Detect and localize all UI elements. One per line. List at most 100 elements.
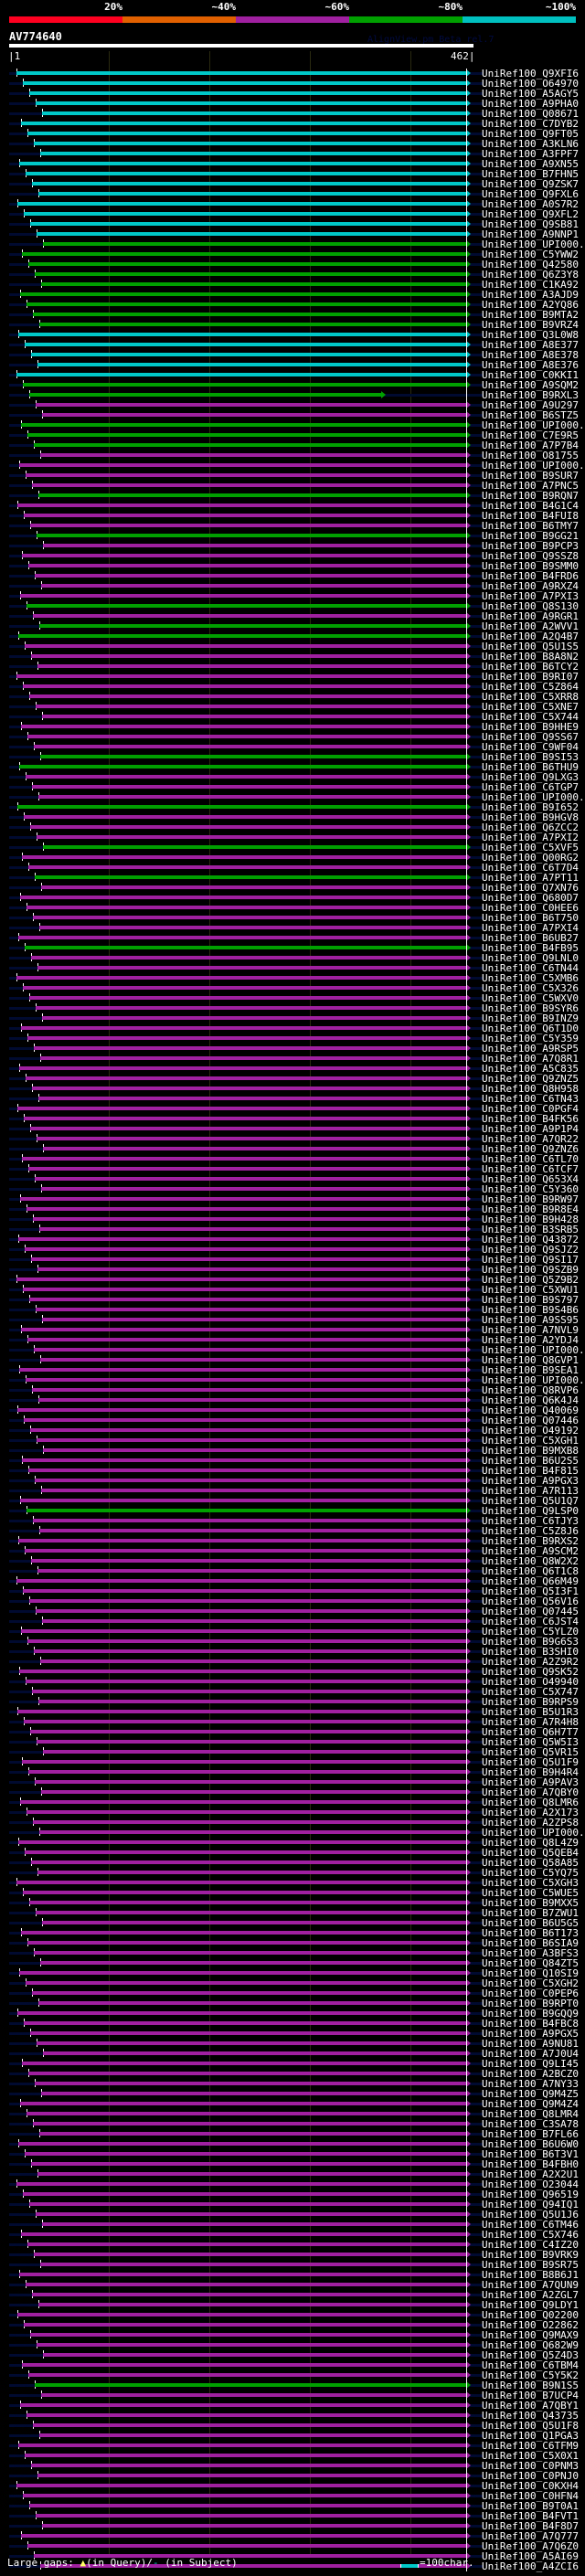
hit-row[interactable]: UniRef100_A7PNC5 xyxy=(0,480,585,492)
alignment-bar[interactable] xyxy=(28,262,466,266)
alignment-bar[interactable] xyxy=(40,1056,466,1060)
hit-label[interactable]: UniRef100_O22862 xyxy=(482,2319,579,2331)
alignment-bar[interactable] xyxy=(23,81,466,85)
hit-row[interactable]: UniRef100_C5Y359 xyxy=(0,1033,585,1044)
hit-label[interactable]: UniRef100_Q5I3F1 xyxy=(482,1585,579,1597)
alignment-bar[interactable] xyxy=(16,1579,466,1583)
hit-label[interactable]: UniRef100_B4FRD6 xyxy=(482,570,579,582)
hit-row[interactable]: UniRef100_B6U6W0 xyxy=(0,2138,585,2150)
hit-label[interactable]: UniRef100_B4FK56 xyxy=(482,1113,579,1125)
hit-label[interactable]: UniRef100_A8E378 xyxy=(482,349,579,361)
alignment-bar[interactable] xyxy=(24,2021,466,2025)
hit-row[interactable]: UniRef100_A4ZCI6 xyxy=(0,2560,585,2572)
alignment-bar[interactable] xyxy=(16,1881,466,1884)
alignment-bar[interactable] xyxy=(27,1810,466,1814)
alignment-bar[interactable] xyxy=(43,1448,466,1452)
hit-label[interactable]: UniRef100_B6TMY7 xyxy=(482,520,579,532)
hit-label[interactable]: UniRef100_C6TGP7 xyxy=(482,781,579,793)
hit-label[interactable]: UniRef100_B9RXS2 xyxy=(482,1535,579,1547)
hit-label[interactable]: UniRef100_C0PNM3 xyxy=(482,2460,579,2472)
alignment-bar[interactable] xyxy=(29,393,381,397)
alignment-bar[interactable] xyxy=(23,1288,466,1291)
hit-row[interactable]: UniRef100_Q9LXG3 xyxy=(0,771,585,783)
hit-label[interactable]: UniRef100_B3SRB5 xyxy=(482,1224,579,1235)
alignment-bar[interactable] xyxy=(39,926,466,929)
hit-label[interactable]: UniRef100_B9RPS9 xyxy=(482,1696,579,1708)
hit-label[interactable]: UniRef100_Q8W2X2 xyxy=(482,1555,579,1567)
alignment-bar[interactable] xyxy=(28,2373,466,2377)
hit-label[interactable]: UniRef100_C3SA78 xyxy=(482,2118,579,2130)
alignment-bar[interactable] xyxy=(32,1087,466,1090)
hit-row[interactable]: UniRef100_C5XGH2 xyxy=(0,1977,585,1989)
hit-row[interactable]: UniRef100_B9RXL3 xyxy=(0,389,585,401)
alignment-bar[interactable] xyxy=(37,1569,466,1573)
alignment-bar[interactable] xyxy=(20,1800,466,1804)
alignment-bar[interactable] xyxy=(43,242,466,246)
hit-row[interactable]: UniRef100_A9SS95 xyxy=(0,1314,585,1326)
hit-row[interactable]: UniRef100_B9I652 xyxy=(0,801,585,813)
alignment-bar[interactable] xyxy=(25,946,466,949)
alignment-bar[interactable] xyxy=(19,162,466,165)
hit-label[interactable]: UniRef100_B6THU9 xyxy=(482,761,579,773)
alignment-bar[interactable] xyxy=(16,71,466,75)
hit-row[interactable]: UniRef100_A7Q6Z0 xyxy=(0,2540,585,2552)
hit-label[interactable]: UniRef100_Q682W9 xyxy=(482,2339,579,2351)
alignment-bar[interactable] xyxy=(17,805,466,809)
alignment-bar[interactable] xyxy=(29,2504,466,2507)
hit-row[interactable]: UniRef100_B4FUI8 xyxy=(0,510,585,522)
hit-label[interactable]: UniRef100_Q00RG2 xyxy=(482,852,579,864)
hit-row[interactable]: UniRef100_Q9SJZ2 xyxy=(0,1244,585,1256)
hit-row[interactable]: UniRef100_B9INZ9 xyxy=(0,1012,585,1024)
alignment-bar[interactable] xyxy=(20,2102,466,2105)
hit-row[interactable]: UniRef100_Q5U1Q7 xyxy=(0,1495,585,1507)
alignment-bar[interactable] xyxy=(20,896,466,899)
alignment-bar[interactable] xyxy=(37,534,466,537)
alignment-bar[interactable] xyxy=(37,2172,466,2176)
alignment-bar[interactable] xyxy=(37,1740,466,1744)
hit-label[interactable]: UniRef100_Q56V16 xyxy=(482,1595,579,1607)
hit-row[interactable]: UniRef100_Q96519 xyxy=(0,2189,585,2200)
alignment-bar[interactable] xyxy=(38,1097,466,1100)
hit-label[interactable]: UniRef100_B9SEA1 xyxy=(482,1364,579,1376)
hit-row[interactable]: UniRef100_Q08671 xyxy=(0,108,585,120)
alignment-bar[interactable] xyxy=(36,1609,466,1613)
alignment-bar[interactable] xyxy=(29,1599,466,1603)
alignment-bar[interactable] xyxy=(36,2514,466,2518)
hit-label[interactable]: UniRef100_Q5VR15 xyxy=(482,1746,579,1758)
hit-row[interactable]: UniRef100_B7UCP4 xyxy=(0,2390,585,2401)
alignment-bar[interactable] xyxy=(20,1197,466,1201)
alignment-bar[interactable] xyxy=(25,1850,466,1854)
hit-label[interactable]: UniRef100_Q653X4 xyxy=(482,1173,579,1185)
hit-label[interactable]: UniRef100_Q5U1F9 xyxy=(482,1756,579,1768)
hit-row[interactable]: UniRef100_Q5QEB4 xyxy=(0,1847,585,1859)
hit-row[interactable]: UniRef100_B7FL66 xyxy=(0,2128,585,2140)
hit-row[interactable]: UniRef100_Q94IQ1 xyxy=(0,2199,585,2210)
alignment-bar[interactable] xyxy=(29,996,466,1000)
hit-label[interactable]: UniRef100_A2BCZ0 xyxy=(482,2068,579,2080)
hit-row[interactable]: UniRef100_B9SEA1 xyxy=(0,1364,585,1376)
hit-label[interactable]: UniRef100_B9MXB8 xyxy=(482,1445,579,1457)
alignment-bar[interactable] xyxy=(16,2484,466,2487)
alignment-bar[interactable] xyxy=(41,2092,466,2095)
hit-row[interactable]: UniRef100_Q5Z9B2 xyxy=(0,1274,585,1286)
alignment-bar[interactable] xyxy=(43,2051,466,2055)
hit-label[interactable]: UniRef100_Q3L0W8 xyxy=(482,329,579,341)
hit-row[interactable]: UniRef100_A7PXI3 xyxy=(0,590,585,602)
alignment-bar[interactable] xyxy=(17,1107,466,1110)
hit-label[interactable]: UniRef100_C7DYB2 xyxy=(482,118,579,130)
hit-label[interactable]: UniRef100_A9PAV3 xyxy=(482,1776,579,1788)
alignment-bar[interactable] xyxy=(36,1308,466,1311)
alignment-bar[interactable] xyxy=(19,2273,466,2276)
alignment-bar[interactable] xyxy=(19,765,466,769)
alignment-bar[interactable] xyxy=(38,1398,466,1402)
alignment-bar[interactable] xyxy=(19,1670,466,1673)
alignment-bar[interactable] xyxy=(38,1700,466,1703)
alignment-bar[interactable] xyxy=(40,1659,466,1663)
hit-label[interactable]: UniRef100_C5X0X1 xyxy=(482,2450,579,2462)
hit-row[interactable]: UniRef100_C0KXH4 xyxy=(0,2480,585,2492)
alignment-bar[interactable] xyxy=(23,1891,466,1894)
alignment-bar[interactable] xyxy=(42,1921,466,1924)
hit-row[interactable]: UniRef100_Q9SK52 xyxy=(0,1666,585,1678)
hit-row[interactable]: UniRef100_C5Z8J6 xyxy=(0,1525,585,1537)
hit-label[interactable]: UniRef100_C5XRR8 xyxy=(482,691,579,703)
